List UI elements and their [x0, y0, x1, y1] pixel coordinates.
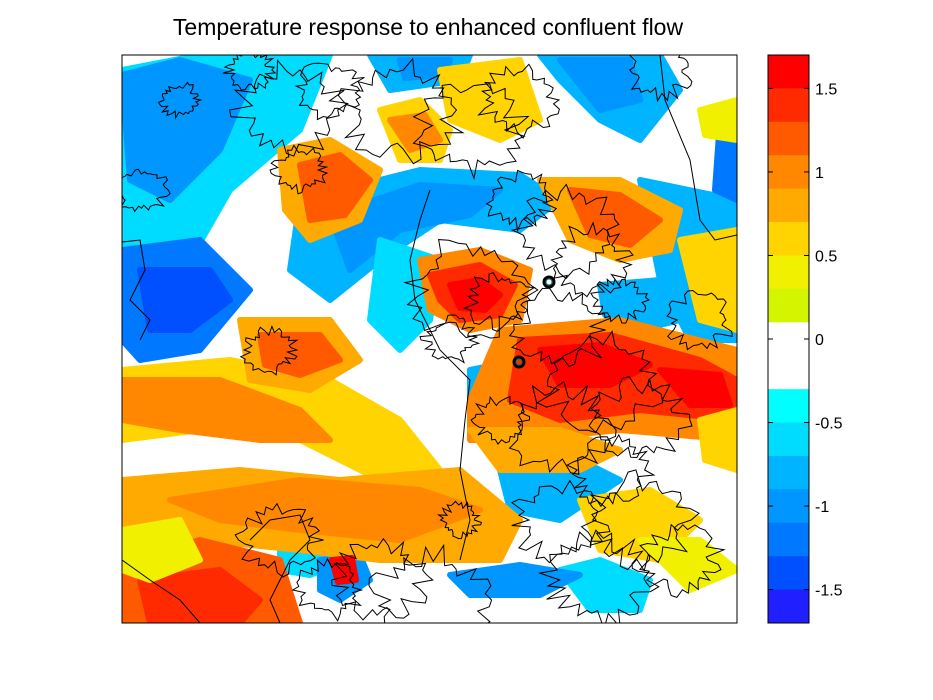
contour-ring-12: [588, 376, 693, 459]
field-region-1: [122, 57, 253, 203]
colorbar-level-9: [768, 355, 809, 390]
colorbar-tick-label: -1.5: [815, 583, 843, 600]
colorbar-level-2: [768, 121, 809, 156]
field-region-15: [557, 557, 653, 613]
colorbar-tick-label: -0.5: [815, 416, 843, 433]
colorbar-level-12: [768, 455, 809, 490]
colorbar-tick-label: 1.5: [815, 81, 837, 98]
contour-ring-23: [239, 324, 299, 376]
field-region-47: [637, 537, 737, 593]
field-region-21: [122, 377, 333, 443]
field-region-45: [467, 427, 623, 473]
coastline-3: [122, 559, 201, 623]
contour-ring-0: [229, 59, 349, 157]
contour-ring-29: [222, 55, 277, 91]
coastline-0: [122, 239, 151, 341]
site-south-marker-inner: [515, 358, 523, 366]
field-region-44: [657, 367, 733, 408]
chart-title: Temperature response to enhanced conflue…: [172, 14, 684, 40]
colorbar-level-7: [768, 288, 809, 323]
field-region-32: [697, 97, 737, 143]
field-region-40: [257, 332, 343, 378]
contour-ring-3: [412, 83, 530, 181]
contour-ring-4: [477, 63, 561, 139]
colorbar-level-0: [768, 55, 809, 89]
contour-ring-9: [550, 221, 634, 298]
colorbar-tick-label: 0.5: [815, 248, 837, 265]
field-region-3: [137, 267, 233, 333]
colorbar-level-16: [768, 589, 809, 624]
contour-ring-21: [291, 557, 364, 622]
site-markers: [512, 275, 556, 369]
contour-ring-32: [470, 395, 530, 445]
contour-ring-24: [419, 314, 481, 364]
field-region-28: [297, 152, 373, 223]
contour-ring-19: [368, 543, 493, 623]
field-region-43: [537, 342, 653, 388]
colorbar-level-1: [768, 88, 809, 123]
colorbar-level-4: [768, 188, 809, 223]
coastline-4: [249, 514, 311, 623]
contour-ring-18: [537, 529, 660, 623]
site-south-marker: [512, 355, 526, 369]
contour-ring-7: [463, 272, 536, 332]
field-region-26: [122, 517, 203, 583]
contour-ring-31: [590, 278, 650, 324]
contour-ring-17: [638, 523, 726, 598]
colorbar-tick-label: -1: [815, 499, 829, 516]
colorbar-level-3: [768, 155, 809, 190]
contour-ring-30: [666, 289, 733, 351]
contour-ring-27: [122, 168, 171, 213]
contour-ring-28: [157, 81, 203, 120]
field-region-49: [697, 407, 737, 473]
contour-ring-33: [436, 500, 483, 540]
field-region-25: [137, 567, 263, 623]
contour-ring-13: [508, 381, 617, 475]
colorbar-levels: [768, 55, 809, 624]
field-region-7: [557, 57, 643, 113]
field-region-35: [677, 227, 737, 333]
coastline-1: [409, 189, 471, 561]
colorbar: 1.5 1 0.5 0 -0.5 -1 -1.5: [767, 54, 843, 624]
contour-ring-8: [510, 183, 620, 280]
field-region-31: [437, 57, 543, 143]
colorbar-tick-label: 1: [815, 165, 824, 182]
colorbar-ticks: 1.5 1 0.5 0 -0.5 -1 -1.5: [768, 81, 843, 600]
colorbar-level-14: [768, 522, 809, 557]
contour-ring-11: [536, 330, 664, 434]
colorbar-level-8: [768, 322, 809, 357]
contour-ring-26: [628, 55, 693, 103]
colorbar-tick-label: 0: [815, 332, 824, 349]
field-region-9: [327, 182, 503, 273]
terrain-contours: [122, 55, 737, 623]
contour-ring-6: [403, 239, 539, 339]
field-region-48: [329, 555, 359, 585]
colorbar-level-6: [768, 255, 809, 290]
contour-ring-16: [580, 469, 700, 572]
coastline-2: [659, 55, 737, 241]
colorbar-level-10: [768, 389, 809, 424]
map-frame: [121, 54, 738, 624]
colorbar-level-13: [768, 489, 809, 524]
field-region-16: [447, 562, 583, 598]
contour-ring-20: [331, 537, 434, 621]
contour-ring-25: [485, 169, 558, 233]
contour-ring-10: [508, 287, 612, 368]
site-north-marker-inner: [545, 278, 553, 286]
site-north-marker: [542, 275, 556, 289]
contour-ring-2: [337, 57, 465, 165]
map-area: [121, 54, 738, 624]
colorbar-level-15: [768, 556, 809, 591]
colorbar-level-11: [768, 422, 809, 457]
contour-ring-5: [269, 144, 329, 195]
field-region-23: [167, 477, 483, 543]
colorbar-level-5: [768, 222, 809, 256]
temperature-field: [122, 55, 737, 623]
contour-ring-22: [234, 502, 324, 578]
contour-ring-1: [294, 62, 365, 121]
contour-ring-15: [510, 479, 611, 564]
contour-ring-14: [566, 433, 656, 508]
